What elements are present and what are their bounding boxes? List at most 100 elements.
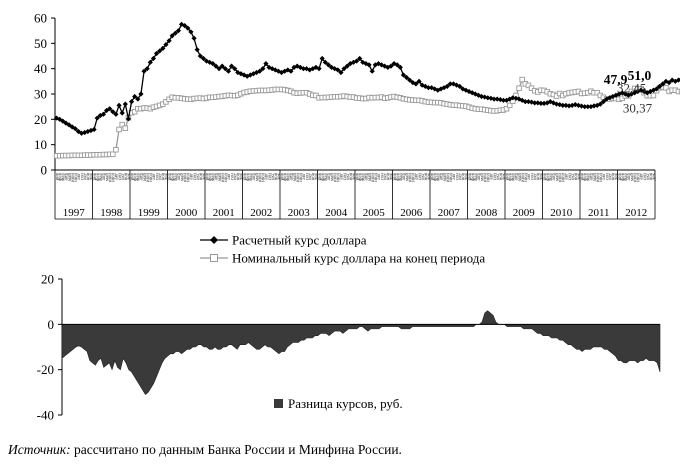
month-tick-label: мар [249, 173, 254, 181]
month-tick-label: апр [177, 173, 182, 181]
bottom-ytick-label: -40 [37, 408, 54, 423]
point-calc [144, 66, 150, 72]
point-calc [622, 91, 628, 97]
month-tick-label: май [105, 173, 110, 181]
point-calc [116, 102, 122, 108]
point-nominal [663, 85, 669, 91]
point-calc [319, 55, 325, 62]
month-tick-label: июл [487, 173, 492, 182]
month-tick-label: окт [346, 172, 351, 180]
top-ytick-label: 60 [34, 11, 47, 26]
point-calc [160, 45, 166, 51]
point-calc [425, 85, 432, 91]
month-tick-label: июн [483, 173, 488, 182]
month-tick-label: фев [171, 172, 176, 180]
top-ytick-label: 10 [34, 137, 47, 152]
difference-area [61, 310, 661, 396]
series-line-calc [56, 23, 680, 134]
month-tick-label: май [555, 173, 560, 181]
month-tick-label: окт [271, 172, 276, 180]
month-tick-label: мар [399, 173, 404, 181]
month-tick-label: авг [640, 173, 645, 180]
month-tick-label: сен [268, 173, 273, 180]
point-nominal [131, 108, 138, 115]
month-tick-label: июн [446, 173, 451, 182]
square-marker-icon [210, 254, 218, 262]
point-calc [541, 100, 547, 106]
month-tick-label: май [518, 173, 523, 181]
top-ytick-label: 0 [41, 163, 48, 178]
month-tick-label: янв [318, 172, 323, 180]
point-calc [300, 66, 307, 72]
source-text: рассчитано по данным Банка России и Минф… [73, 442, 402, 457]
point-nominal [110, 151, 116, 158]
point-calc [138, 91, 144, 97]
point-calc [188, 29, 194, 35]
month-tick-label: апр [627, 173, 632, 181]
month-tick-label: июн [333, 173, 338, 182]
month-tick-label: янв [93, 172, 98, 180]
month-tick-label: сен [455, 173, 460, 180]
point-calc [563, 102, 569, 108]
month-tick-label: мар [212, 173, 217, 181]
point-calc [241, 72, 247, 78]
month-tick-label: фев [321, 172, 326, 180]
point-calc [369, 68, 375, 74]
year-label: 2007 [438, 207, 461, 219]
point-calc [150, 55, 157, 62]
point-calc [494, 96, 500, 102]
month-tick-label: авг [377, 173, 382, 180]
month-tick-label: июн [521, 173, 526, 182]
month-tick-label: окт [458, 172, 463, 180]
point-calc [94, 115, 100, 121]
month-tick-label: окт [533, 172, 538, 180]
source-prefix: Источник: [8, 442, 71, 457]
point-calc [113, 111, 119, 117]
point-calc [88, 127, 94, 134]
month-tick-label: авг [415, 173, 420, 180]
month-tick-label: фев [433, 172, 438, 180]
month-tick-label: июл [112, 173, 117, 182]
legend-label-nominal: Номинальный курс доллара на конец период… [232, 251, 485, 266]
year-label: 2003 [288, 207, 311, 219]
point-calc [163, 42, 169, 48]
point-nominal [119, 121, 125, 128]
point-calc [338, 69, 344, 76]
year-label: 1998 [100, 207, 123, 219]
point-calc [407, 77, 413, 83]
month-tick-label: ноя [124, 172, 129, 180]
month-tick-label: апр [440, 173, 445, 181]
point-calc [63, 120, 69, 126]
point-calc [557, 102, 563, 108]
legend-swatch-diff [274, 399, 283, 408]
month-tick-label: сен [568, 173, 573, 180]
point-nominal [525, 82, 532, 89]
month-tick-label: янв [618, 172, 623, 180]
month-tick-label: ноя [237, 172, 242, 180]
point-calc [325, 62, 332, 68]
month-tick-label: ноя [612, 172, 617, 180]
month-tick-label: июн [371, 173, 376, 182]
month-tick-label: янв [243, 172, 248, 180]
bottom-ytick-label: 20 [41, 272, 54, 287]
year-label: 2002 [250, 207, 272, 219]
month-tick-label: апр [327, 173, 332, 181]
point-nominal [594, 89, 600, 96]
month-tick-label: авг [302, 173, 307, 180]
point-calc [566, 103, 572, 109]
month-tick-label: июл [74, 173, 79, 182]
month-tick-label: июл [412, 173, 417, 182]
month-tick-label: ноя [199, 172, 204, 180]
month-tick-label: фев [283, 172, 288, 180]
point-calc [194, 47, 200, 53]
point-calc [75, 128, 82, 135]
point-calc [182, 23, 188, 29]
month-tick-label: июл [637, 173, 642, 182]
point-calc [516, 96, 522, 102]
year-label: 2006 [400, 207, 423, 219]
month-tick-label: июн [221, 173, 226, 182]
month-tick-label: янв [505, 172, 510, 180]
point-calc [660, 81, 666, 87]
